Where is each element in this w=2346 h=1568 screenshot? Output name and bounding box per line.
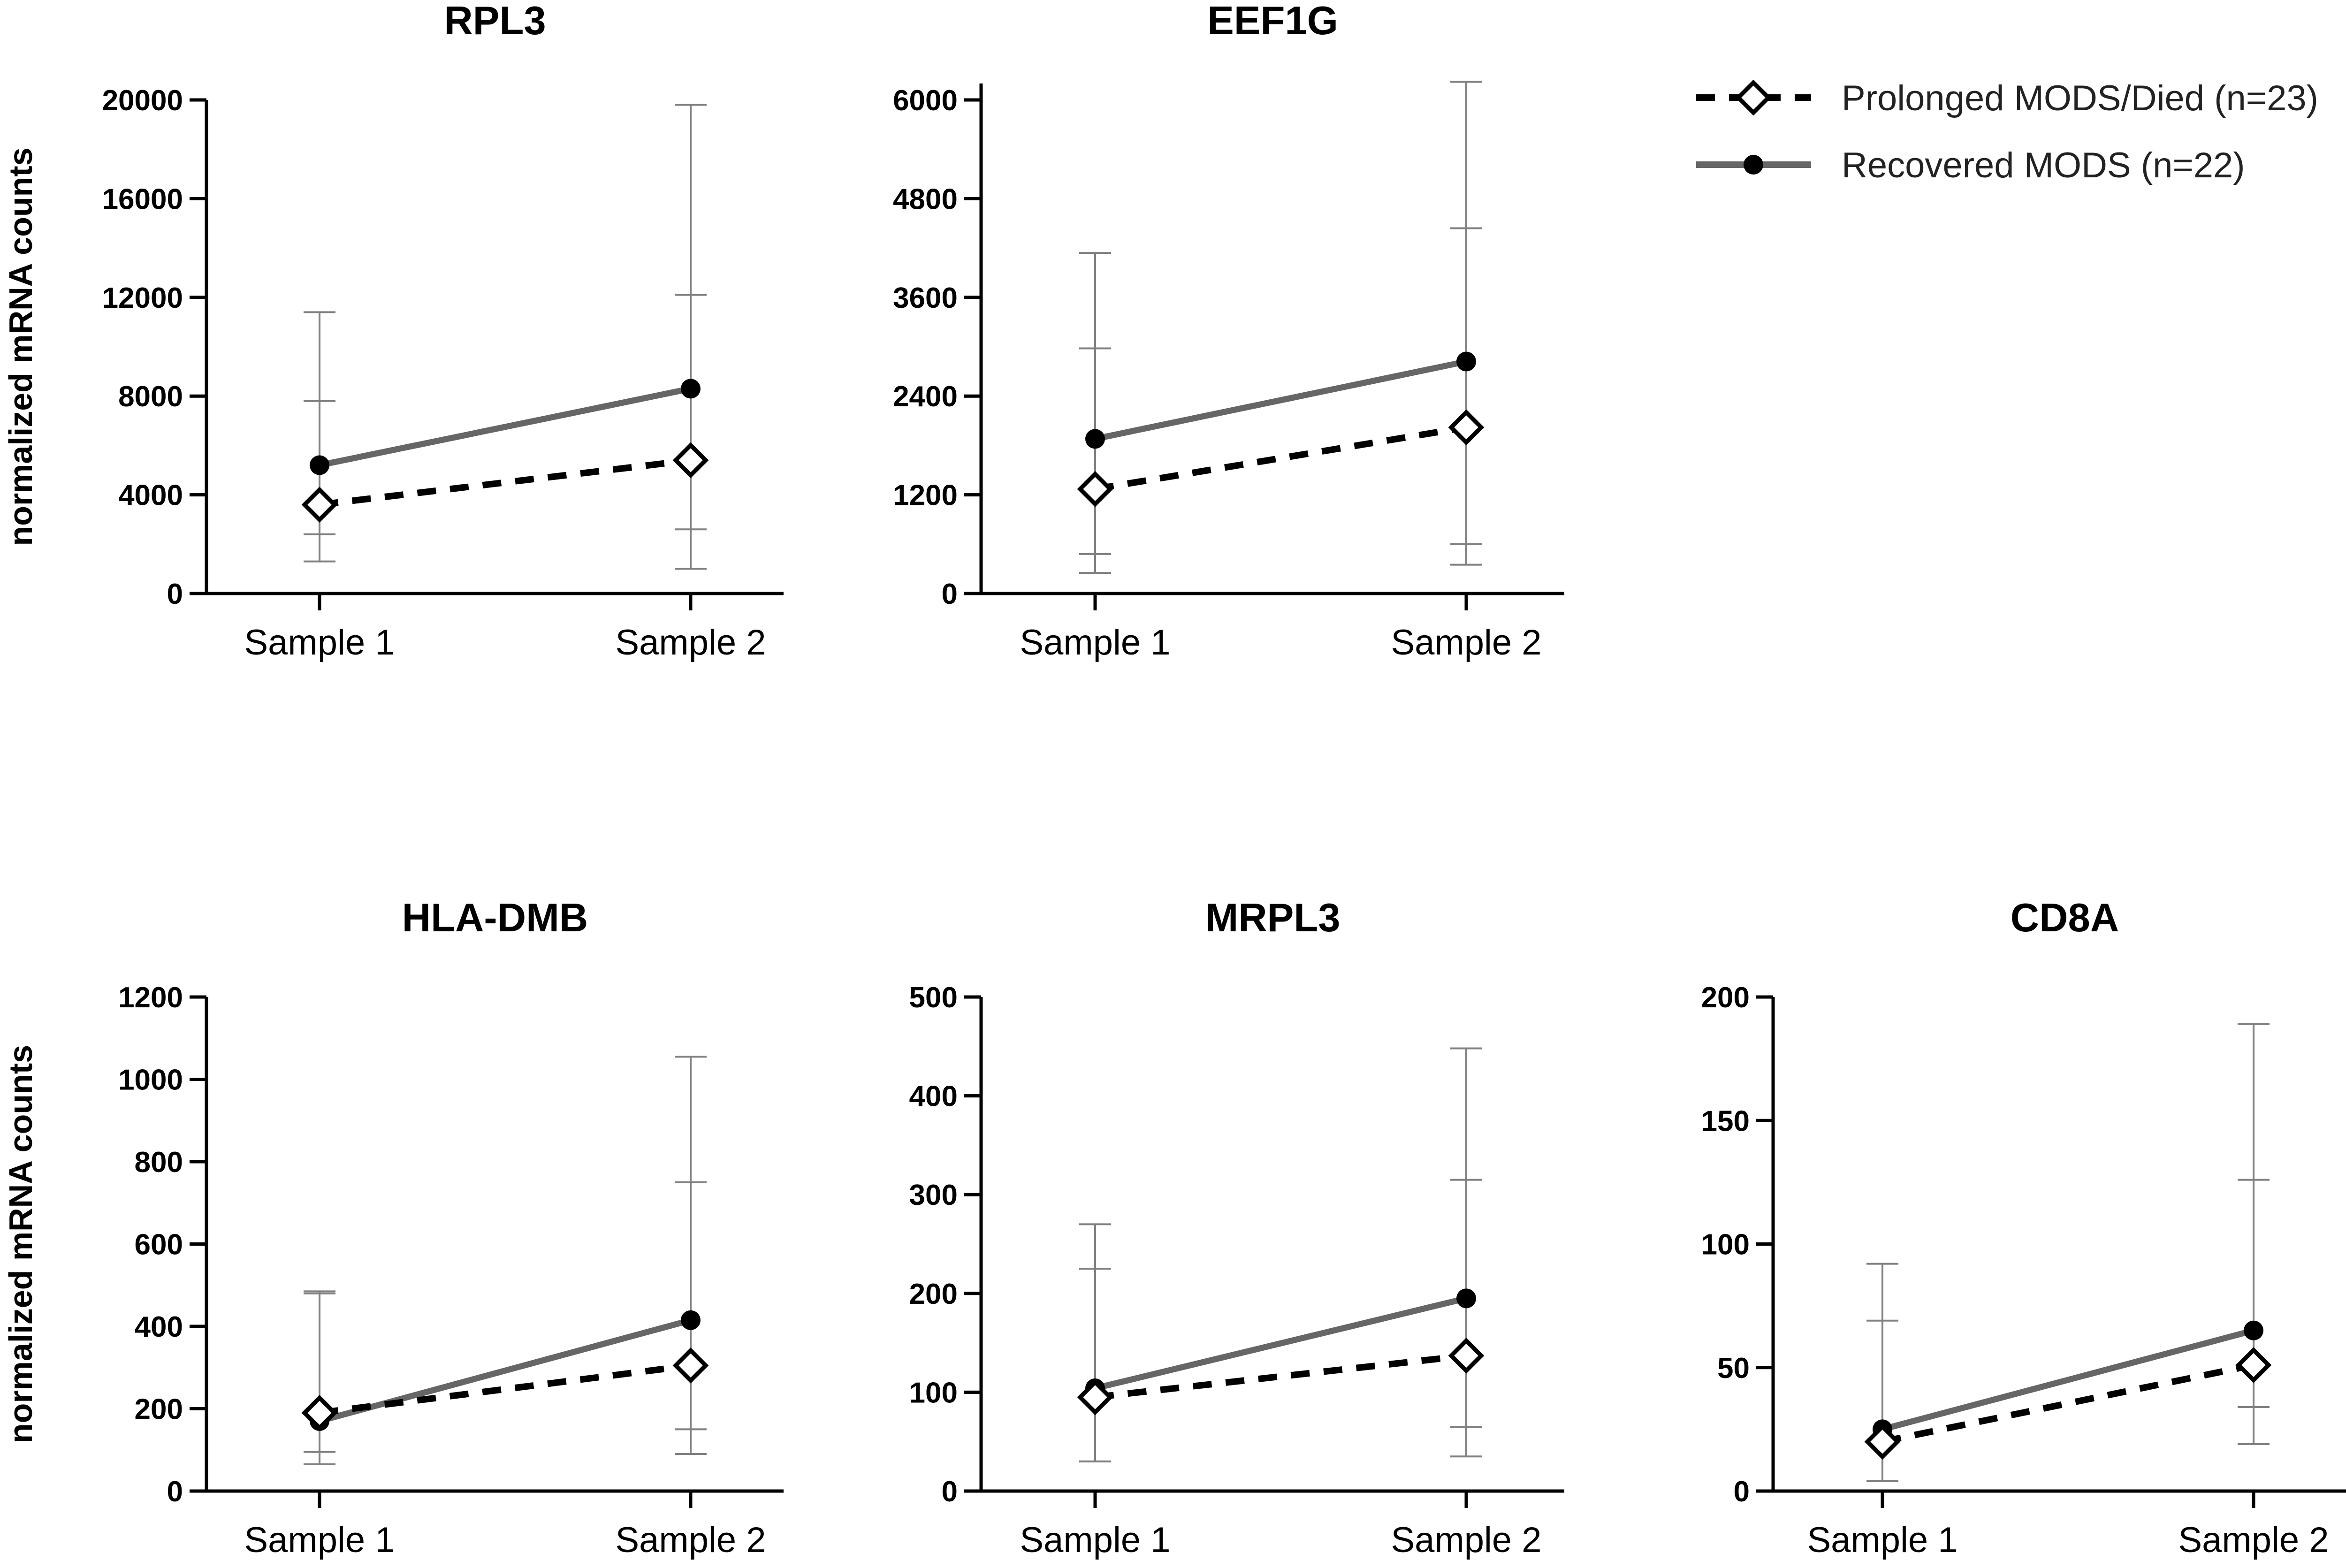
y-tick-label: 0 <box>167 578 183 610</box>
data-point-recovered <box>1456 1288 1476 1309</box>
data-point-recovered <box>681 1310 701 1330</box>
y-tick-label: 200 <box>1701 982 1750 1014</box>
x-tick-label: Sample 1 <box>244 1520 395 1560</box>
data-point-prolonged <box>1448 1338 1485 1374</box>
y-tick-label: 300 <box>909 1179 958 1211</box>
y-tick-label: 0 <box>942 578 958 610</box>
y-tick-label: 16000 <box>102 183 183 215</box>
data-point-recovered <box>2244 1320 2263 1340</box>
series-line-prolonged <box>319 457 691 508</box>
y-tick-label: 150 <box>1701 1105 1750 1137</box>
x-tick-label: Sample 2 <box>615 623 766 662</box>
data-point-prolonged <box>1448 409 1485 446</box>
panel-title: MRPL3 <box>1205 896 1340 940</box>
y-tick-label: 0 <box>167 1476 183 1508</box>
data-point-prolonged <box>672 1347 709 1384</box>
y-tick-label: 4000 <box>118 480 183 512</box>
legend-item-recovered: Recovered MODS (n=22) <box>1696 145 2245 185</box>
y-tick-label: 800 <box>135 1146 183 1179</box>
legend-label: Recovered MODS (n=22) <box>1842 145 2245 185</box>
y-tick-label: 2400 <box>893 381 958 413</box>
y-axis-label: normalized mRNA counts <box>2 147 39 546</box>
legend-item-prolonged: Prolonged MODS/Died (n=23) <box>1696 78 2318 118</box>
series-line-recovered <box>319 386 692 468</box>
y-tick-label: 1200 <box>118 982 183 1014</box>
y-tick-label: 12000 <box>102 282 183 314</box>
y-tick-label: 0 <box>942 1476 958 1508</box>
y-tick-label: 6000 <box>893 84 958 117</box>
x-tick-label: Sample 2 <box>615 1520 766 1560</box>
series-line-prolonged <box>1095 1352 1467 1401</box>
y-tick-label: 3600 <box>893 282 958 314</box>
data-point-recovered <box>1085 429 1105 449</box>
error-bar <box>1450 81 1482 545</box>
x-tick-label: Sample 1 <box>1020 1520 1170 1560</box>
y-axis-label: normalized mRNA counts <box>2 1045 39 1443</box>
series-line-prolonged <box>1881 1362 2255 1445</box>
y-tick-label: 100 <box>909 1377 958 1409</box>
x-tick-label: Sample 2 <box>1391 623 1541 662</box>
series-line-recovered <box>319 1317 692 1424</box>
y-tick-label: 400 <box>135 1311 183 1343</box>
data-point-prolonged <box>301 487 338 523</box>
y-tick-label: 100 <box>1701 1229 1750 1261</box>
y-tick-label: 50 <box>1717 1352 1750 1385</box>
x-tick-label: Sample 1 <box>244 623 395 662</box>
chart-panel-cd8a: CD8A 0 50 100 150 200 Sample 1 Sample 2 <box>1701 896 2346 1560</box>
data-point-prolonged <box>2235 1347 2272 1383</box>
panel-title: CD8A <box>2011 896 2119 940</box>
data-point-prolonged <box>1864 1423 1901 1460</box>
legend-label: Prolonged MODS/Died (n=23) <box>1842 78 2318 118</box>
series-line-recovered <box>1881 1327 2255 1432</box>
y-tick-label: 200 <box>909 1278 958 1310</box>
y-tick-label: 1000 <box>118 1064 183 1096</box>
x-tick-label: Sample 1 <box>1020 623 1170 662</box>
data-point-prolonged <box>1077 471 1113 507</box>
panel-title: RPL3 <box>444 0 546 43</box>
error-bar <box>2238 1023 2270 1408</box>
data-point-prolonged <box>301 1394 338 1431</box>
y-tick-label: 200 <box>135 1393 183 1426</box>
y-tick-label: 8000 <box>118 381 183 413</box>
x-tick-label: Sample 1 <box>1807 1520 1958 1560</box>
legend: Prolonged MODS/Died (n=23) Recovered MODS… <box>1696 78 2318 185</box>
panel-title: EEF1G <box>1207 0 1338 43</box>
series-line-recovered <box>1094 1295 1467 1392</box>
series-line-prolonged <box>319 1362 691 1416</box>
error-bar <box>304 1290 335 1465</box>
y-tick-label: 20000 <box>102 84 183 117</box>
chart-panel-mrpl3: MRPL3 0 100 200 300 400 500 Sample 1 Sample 2 <box>909 896 1564 1560</box>
data-point-prolonged <box>1077 1379 1113 1416</box>
error-bar <box>1079 1223 1111 1462</box>
data-point-recovered <box>310 455 329 475</box>
chart-panel-eef1g: EEF1G 0 1200 2400 3600 4800 6000 Sample 1 Sample… <box>893 0 1564 662</box>
legend-marker-circle <box>1744 155 1763 175</box>
y-tick-label: 0 <box>1734 1476 1750 1508</box>
y-tick-label: 4800 <box>893 183 958 215</box>
y-tick-label: 600 <box>135 1229 183 1261</box>
series-line-recovered <box>1094 358 1467 442</box>
legend-marker-diamond <box>1735 79 1772 116</box>
error-bar <box>1079 252 1111 555</box>
y-tick-label: 500 <box>909 982 958 1014</box>
chart-panel-rpl3: RPL3 0 4000 8000 12000 16000 20000 Sample 1 Samp… <box>2 0 784 662</box>
y-tick-label: 1200 <box>893 480 958 512</box>
chart-panel-hla-dmb: HLA-DMB 0 200 400 600 800 1000 1200 Sample 1 Samp… <box>2 896 784 1560</box>
x-tick-label: Sample 2 <box>1391 1520 1541 1560</box>
data-point-recovered <box>1456 351 1476 372</box>
x-tick-label: Sample 2 <box>2178 1520 2329 1560</box>
data-point-prolonged <box>672 442 709 479</box>
series-line-prolonged <box>1094 424 1467 493</box>
y-tick-label: 400 <box>909 1081 958 1113</box>
panel-title: HLA-DMB <box>402 896 588 940</box>
data-point-recovered <box>681 379 701 399</box>
